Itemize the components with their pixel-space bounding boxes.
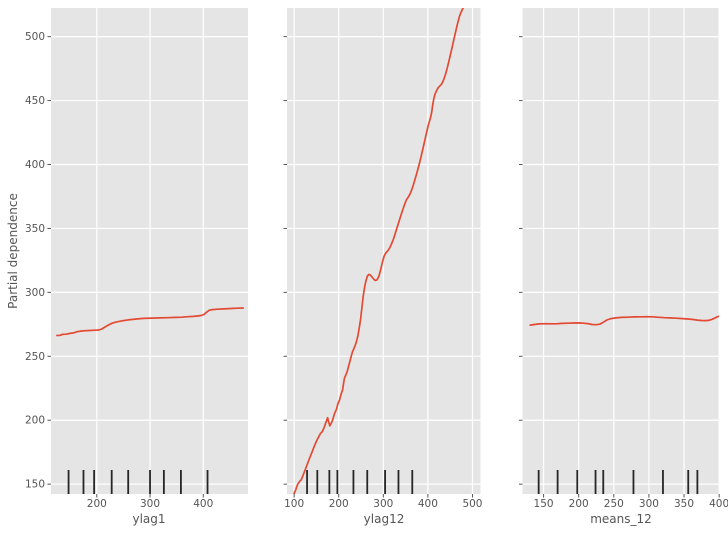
x-tick-label: 200 [569, 498, 589, 510]
x-tick-label: 150 [534, 498, 554, 510]
plot-area-means_12 [522, 8, 720, 494]
pdp-line-ylag1 [56, 307, 245, 337]
y-tick-label: 150 [25, 479, 45, 491]
y-tick-label: 400 [25, 159, 45, 171]
x-axis-label-ylag12: ylag12 [363, 512, 405, 526]
x-axis-label-ylag1: ylag1 [132, 512, 166, 526]
pdp-line-ylag12 [293, 8, 465, 494]
y-tick-label: 450 [25, 95, 45, 107]
x-tick-label: 100 [284, 498, 304, 510]
y-tick-label: 500 [25, 31, 45, 43]
x-tick-label: 200 [329, 498, 349, 510]
x-tick-label: 250 [604, 498, 624, 510]
x-axis-label-means_12: means_12 [590, 512, 652, 526]
x-tick-label: 300 [140, 498, 160, 510]
x-tick-label: 300 [639, 498, 659, 510]
y-tick-label: 350 [25, 223, 45, 235]
x-tick-label: 350 [674, 498, 694, 510]
x-tick-label: 400 [709, 498, 728, 510]
y-tick-label: 250 [25, 351, 45, 363]
y-tick-label: 200 [25, 415, 45, 427]
y-tick-label: 300 [25, 287, 45, 299]
x-tick-label: 500 [462, 498, 482, 510]
x-tick-label: 400 [193, 498, 213, 510]
x-tick-label: 400 [418, 498, 438, 510]
x-tick-label: 300 [373, 498, 393, 510]
x-tick-label: 200 [87, 498, 107, 510]
pdp-line-means_12 [529, 315, 720, 326]
